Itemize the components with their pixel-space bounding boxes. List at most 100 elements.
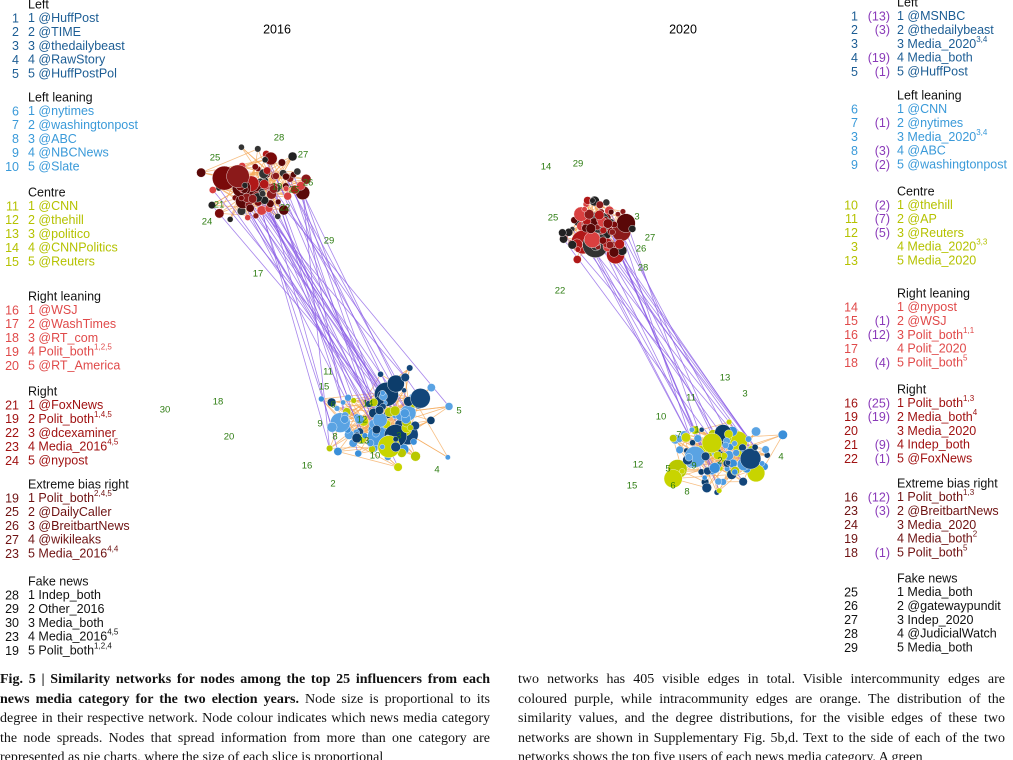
entry: 5 Polit_both5 [897, 544, 968, 560]
entry-text: 3 @RT_com [28, 331, 98, 345]
node [619, 208, 626, 215]
rank: 16 [844, 490, 858, 504]
node [731, 468, 738, 476]
node [716, 487, 723, 494]
entry: 2 @nytimes [897, 116, 963, 130]
node-label: 22 [555, 286, 566, 297]
entry: 4 Media_both [897, 51, 973, 65]
caption-text: two networks has 405 visible edges in to… [518, 672, 1005, 760]
rank: 3 [851, 240, 858, 254]
node [594, 210, 605, 221]
count: (3) [875, 504, 890, 518]
node [675, 445, 684, 454]
entry-text: 2 Polit_both [28, 412, 94, 426]
entry-text: 1 @FoxNews [28, 398, 103, 412]
edge [241, 146, 287, 187]
node-label: 8 [684, 487, 689, 498]
entry-text: 2 @WSJ [897, 314, 947, 328]
entry: 4 @CNNPolitics [28, 241, 118, 255]
entry: 1 @nytimes [28, 104, 94, 118]
node [698, 427, 705, 433]
entry-text: 2 @WashTimes [28, 317, 116, 331]
entry-text: 2 @BreitbartNews [897, 504, 999, 518]
entry: 2 @WSJ [897, 314, 947, 328]
entry-text: 2 Media_both [897, 410, 973, 424]
entry: 2 @BreitbartNews [897, 504, 999, 518]
entry-text: 5 @HuffPostPol [28, 67, 117, 81]
node [387, 374, 405, 393]
count: (3) [875, 23, 890, 37]
rank: 11 [845, 212, 858, 226]
rank: 2 [851, 23, 858, 37]
rank: 5 [851, 65, 858, 79]
edge [257, 197, 331, 449]
superscript: 3,4 [976, 128, 988, 137]
entry-text: 3 Media_2020 [897, 130, 976, 144]
entry: 2 @thehill [28, 213, 84, 227]
rank: 7 [12, 118, 19, 132]
node [282, 172, 290, 181]
entry-text: 2 @thedailybeast [897, 23, 994, 37]
entry: 5 @HuffPost [897, 65, 968, 79]
caption-title: Fig. 5 | Similarity networks for nodes a… [0, 672, 490, 707]
rank: 10 [5, 160, 19, 174]
rank: 28 [844, 627, 858, 641]
node [445, 454, 451, 461]
edge [607, 223, 723, 455]
edge [282, 173, 409, 402]
node [759, 460, 766, 467]
rank: 23 [5, 440, 19, 454]
entry-text: 1 Indep_both [28, 588, 101, 602]
rank: 19 [844, 532, 858, 546]
edge [241, 197, 386, 438]
entry: 5 Media_2020 [897, 254, 976, 268]
entry: 4 Media_20164,5 [28, 628, 119, 644]
entry-text: 2 Other_2016 [28, 602, 104, 616]
node [214, 208, 225, 219]
node-label: 2 [717, 456, 722, 467]
entry-text: 5 @RT_America [28, 359, 120, 373]
rank: 15 [844, 314, 858, 328]
entry: 5 @HuffPostPol [28, 67, 117, 81]
rank: 18 [5, 331, 19, 345]
count: (1) [875, 116, 890, 130]
count: (19) [868, 51, 890, 65]
entry-text: 4 Media_2016 [28, 630, 107, 644]
node [400, 408, 410, 418]
entry: 1 @MSNBC [897, 9, 965, 23]
node [761, 445, 770, 454]
node [606, 240, 615, 250]
node [410, 438, 418, 446]
node-label: 28 [274, 133, 285, 144]
rank: 22 [844, 452, 858, 466]
entry: 5 Media_both [897, 641, 973, 655]
entry: 2 @gatewaypundit [897, 599, 1001, 613]
entry-text: 5 @HuffPost [897, 65, 968, 79]
entry-text: 4 Polit_2020 [897, 342, 967, 356]
count: (2) [875, 198, 890, 212]
node-label: 2 [330, 479, 335, 490]
node [293, 167, 302, 176]
superscript: 2,4,5 [94, 489, 112, 498]
node [318, 395, 325, 403]
rank: 8 [12, 132, 19, 146]
edge [337, 451, 399, 468]
node-label: 20 [224, 432, 235, 443]
entry-text: 1 Polit_both [897, 490, 963, 504]
count: (13) [868, 9, 890, 23]
superscript: 1,3 [963, 394, 975, 403]
node-label: 26 [303, 178, 314, 189]
node [238, 143, 245, 151]
node [326, 444, 334, 452]
rank: 2 [12, 25, 19, 39]
rank: 28 [5, 588, 19, 602]
entry-text: 1 @nytimes [28, 104, 94, 118]
node-label: 19 [272, 182, 283, 193]
superscript: 4,5 [107, 438, 119, 447]
nodes [196, 143, 788, 496]
node [689, 426, 695, 433]
rank: 20 [844, 424, 858, 438]
entry-text: 5 Media_2016 [28, 547, 107, 561]
rank: 1 [12, 11, 19, 25]
node [732, 449, 740, 457]
